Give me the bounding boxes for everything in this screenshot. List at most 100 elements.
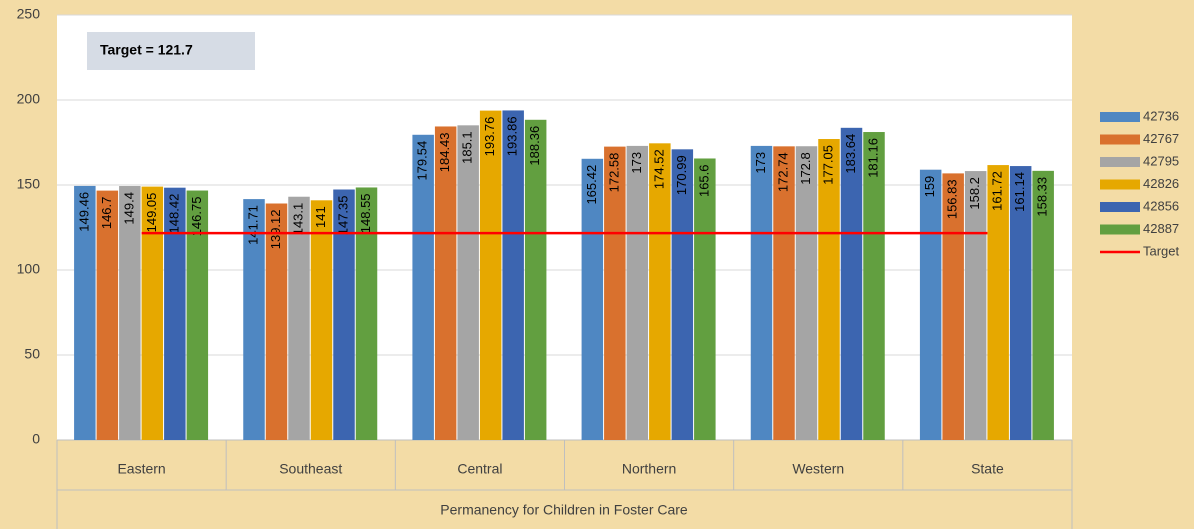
- data-label: 173: [753, 152, 768, 174]
- bar: [288, 196, 310, 440]
- data-label: 165.42: [584, 165, 599, 205]
- data-label: 149.4: [121, 192, 136, 225]
- legend-label: 42887: [1143, 221, 1179, 236]
- bar: [694, 158, 716, 441]
- bar: [74, 185, 96, 440]
- data-label: 193.86: [505, 116, 520, 156]
- bar: [265, 203, 288, 440]
- bar: [863, 132, 885, 440]
- data-label: 188.36: [527, 126, 542, 166]
- data-label: 172.8: [798, 152, 813, 185]
- bar: [355, 187, 378, 440]
- bar: [964, 171, 987, 440]
- bar: [840, 127, 863, 440]
- bar: [604, 146, 626, 440]
- data-label: 149.46: [76, 192, 91, 232]
- bar: [141, 186, 164, 440]
- bar: [1009, 166, 1032, 440]
- data-label: 146.7: [99, 197, 114, 230]
- data-label: 179.54: [415, 141, 430, 181]
- data-label: 158.33: [1035, 177, 1050, 217]
- data-label: 177.05: [820, 145, 835, 185]
- bar: [649, 143, 671, 441]
- data-label: 172.74: [775, 152, 790, 192]
- data-label: 148.55: [358, 193, 373, 233]
- data-label: 161.72: [990, 171, 1005, 211]
- bar: [581, 158, 604, 440]
- bar: [1032, 170, 1054, 441]
- data-label: 141.71: [245, 205, 260, 245]
- y-tick-label: 200: [17, 91, 41, 107]
- legend-swatch: [1100, 202, 1140, 212]
- data-label: 149.05: [144, 193, 159, 233]
- legend-label: 42795: [1143, 153, 1179, 168]
- bar: [502, 110, 524, 441]
- bar: [457, 125, 479, 440]
- legend-label: Target: [1143, 243, 1180, 258]
- x-tick-label: Eastern: [117, 461, 165, 477]
- data-label: 193.76: [482, 117, 497, 157]
- data-label: 158.2: [967, 177, 982, 210]
- bar: [795, 146, 818, 441]
- bar: [243, 199, 265, 440]
- bar: [434, 126, 457, 441]
- legend-label: 42826: [1143, 176, 1179, 191]
- data-label: 139.12: [268, 209, 283, 249]
- bar: [942, 173, 964, 441]
- bar: [333, 189, 355, 440]
- bar: [479, 110, 502, 440]
- data-label: 141: [313, 206, 328, 228]
- y-tick-label: 100: [17, 261, 41, 277]
- data-label: 170.99: [674, 155, 689, 195]
- data-label: 146.75: [189, 197, 204, 237]
- data-label: 183.64: [843, 134, 858, 174]
- y-tick-label: 50: [24, 346, 40, 362]
- plot-area: [57, 15, 1072, 440]
- legend-label: 42736: [1143, 108, 1179, 123]
- x-tick-label: Western: [792, 461, 844, 477]
- data-label: 174.52: [651, 149, 666, 189]
- bar: [119, 186, 141, 440]
- y-tick-label: 250: [17, 6, 41, 22]
- data-label: 159: [922, 176, 937, 198]
- y-tick-label: 0: [32, 431, 40, 447]
- bar: [524, 119, 547, 441]
- annotation-box: [87, 32, 255, 70]
- bar: [626, 145, 649, 440]
- legend-swatch: [1100, 134, 1140, 145]
- data-label: 181.16: [865, 138, 880, 178]
- data-label: 185.1: [460, 131, 475, 164]
- x-tick-label: State: [971, 461, 1004, 477]
- data-label: 172.58: [606, 153, 621, 193]
- bar: [671, 149, 694, 440]
- x-tick-label: Northern: [622, 461, 676, 477]
- bar: [96, 190, 119, 440]
- data-label: 148.42: [166, 194, 181, 234]
- bar: [412, 134, 434, 441]
- bar: [310, 200, 333, 440]
- legend-swatch: [1100, 112, 1140, 122]
- bar: [186, 190, 209, 440]
- legend-swatch: [1100, 179, 1140, 190]
- bar: [987, 165, 1009, 441]
- x-tick-label: Central: [457, 461, 502, 477]
- data-label: 147.35: [335, 196, 350, 236]
- data-label: 165.6: [696, 164, 711, 197]
- x-axis-label: Permanency for Children in Foster Care: [440, 502, 688, 518]
- legend-label: 42856: [1143, 198, 1179, 213]
- bar: [818, 139, 840, 440]
- legend-swatch: [1100, 157, 1140, 167]
- legend-label: 42767: [1143, 131, 1179, 146]
- bar: [164, 187, 186, 440]
- data-label: 156.83: [945, 179, 960, 219]
- data-label: 184.43: [437, 132, 452, 172]
- y-tick-label: 150: [17, 176, 41, 192]
- annotation: Target = 121.7: [100, 42, 193, 58]
- data-label: 173: [629, 152, 644, 174]
- bar: [919, 169, 942, 440]
- data-label: 161.14: [1012, 172, 1027, 212]
- data-label: 143.1: [290, 203, 305, 236]
- x-tick-label: Southeast: [279, 461, 342, 477]
